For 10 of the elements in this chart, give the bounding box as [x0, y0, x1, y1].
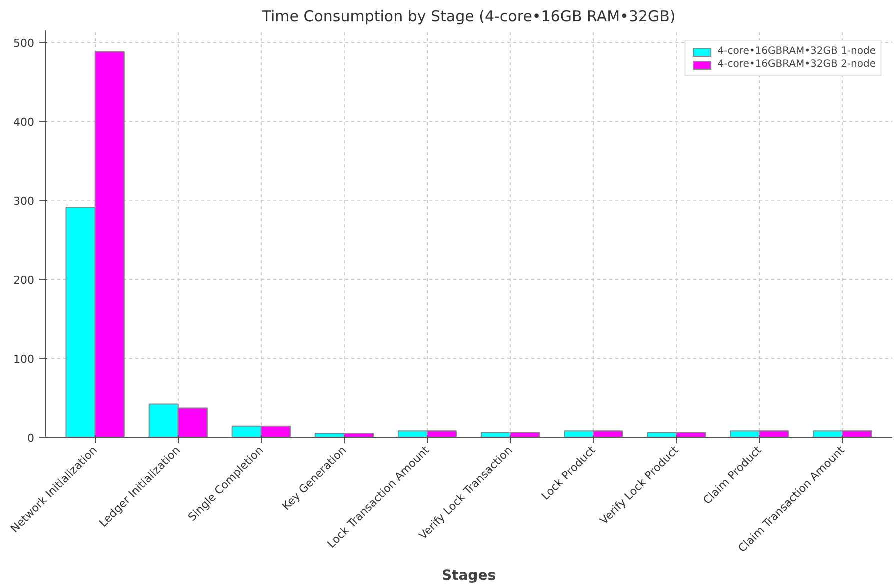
legend-label: 4-core•16GBRAM•32GB 2-node [718, 59, 876, 70]
y-tick-label: 300 [14, 194, 35, 208]
chart-title: Time Consumption by Stage (4-core•16GB RAM•32GB) [261, 8, 676, 26]
legend-label: 4-core•16GBRAM•32GB 1-node [718, 46, 876, 57]
y-tick-label: 500 [14, 36, 35, 50]
y-tick-label: 200 [14, 274, 35, 287]
y-tick-label: 400 [14, 116, 35, 129]
y-tick-label: 0 [28, 432, 34, 445]
x-axis-title: Stages [442, 568, 496, 584]
y-tick-label: 100 [14, 352, 35, 366]
